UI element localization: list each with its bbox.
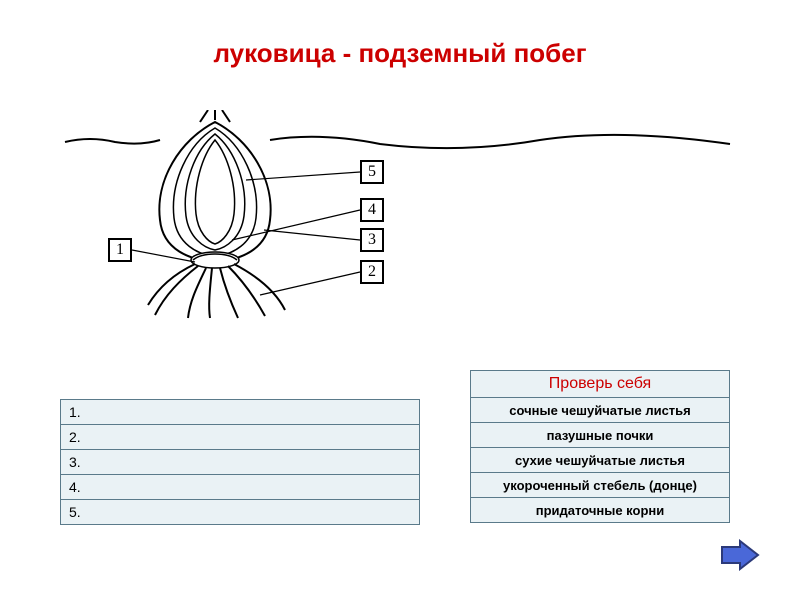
blank-row-3[interactable]: 3. (60, 449, 420, 475)
label-4: 4 (360, 198, 384, 222)
answer-5: придаточные корни (470, 497, 730, 523)
answer-4: укороченный стебель (донце) (470, 472, 730, 498)
bulb-base (191, 252, 239, 268)
blank-row-4[interactable]: 4. (60, 474, 420, 500)
pointer-lines (132, 172, 360, 295)
answer-2: пазушные почки (470, 422, 730, 448)
blank-row-5[interactable]: 5. (60, 499, 420, 525)
label-5: 5 (360, 160, 384, 184)
label-3: 3 (360, 228, 384, 252)
roots (148, 264, 285, 318)
arrow-right-icon (722, 541, 758, 569)
soil-surface (65, 135, 730, 148)
bulb-body (159, 110, 270, 262)
answer-1: сочные чешуйчатые листья (470, 397, 730, 423)
answer-3: сухие чешуйчатые листья (470, 447, 730, 473)
label-1: 1 (108, 238, 132, 262)
blank-row-1[interactable]: 1. (60, 399, 420, 425)
bulb-diagram: 5 4 3 2 1 (60, 110, 740, 320)
answers-panel: Проверь себя сочные чешуйчатые листья па… (470, 370, 730, 523)
blank-row-2[interactable]: 2. (60, 424, 420, 450)
page-title: луковица - подземный побег (0, 38, 800, 69)
check-yourself-header[interactable]: Проверь себя (470, 370, 730, 398)
next-arrow-button[interactable] (720, 539, 760, 576)
label-2: 2 (360, 260, 384, 284)
blank-list: 1. 2. 3. 4. 5. (60, 400, 420, 525)
